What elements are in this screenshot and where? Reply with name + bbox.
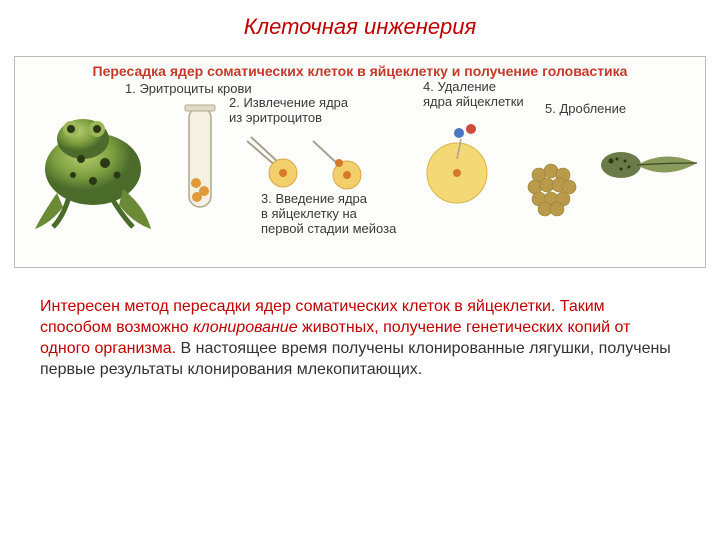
body-em: клонирование: [193, 319, 297, 336]
step-2-label-b: из эритроцитов: [229, 110, 322, 126]
figure-box: Пересадка ядер соматических клеток в яйц…: [14, 56, 706, 268]
title-text: Клеточная инженерия: [244, 14, 477, 39]
step-5-label: 5. Дробление: [545, 101, 626, 117]
step-3-label-c: первой стадии мейоза: [261, 221, 396, 237]
step-2-label-a: 2. Извлечение ядра: [229, 95, 348, 111]
step-4-label-a: 4. Удаление: [423, 79, 496, 95]
page-title: Клеточная инженерия: [0, 0, 720, 50]
body-paragraph: Интересен метод пересадки ядер соматичес…: [0, 268, 720, 380]
test-tube-icon: [177, 103, 225, 233]
egg-cell-icon: [415, 119, 505, 209]
frog-icon: [23, 89, 163, 239]
tadpole-icon: [593, 135, 703, 195]
morula-icon: [519, 155, 589, 225]
step-4-label-b: ядра яйцеклетки: [423, 94, 524, 110]
figure-title: Пересадка ядер соматических клеток в яйц…: [25, 63, 695, 79]
figure-canvas: 1. Эритроциты крови 2. Извлечение ядра и…: [25, 83, 695, 251]
extraction-icon: [243, 133, 393, 213]
